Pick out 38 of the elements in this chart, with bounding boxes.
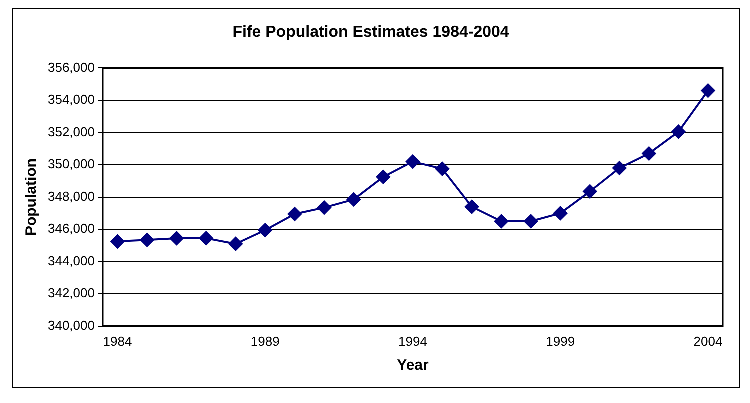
point [524, 214, 538, 229]
y-tick-label: 342,000 [48, 286, 95, 301]
point [258, 223, 272, 238]
point [170, 231, 184, 246]
y-tick-label: 354,000 [48, 92, 95, 108]
x-tick-label: 1994 [398, 334, 428, 349]
y-tick-label: 356,000 [48, 60, 95, 75]
y-tick-label: 344,000 [48, 253, 95, 268]
point [110, 234, 125, 249]
point [672, 124, 686, 139]
point [701, 84, 716, 98]
point [406, 154, 420, 169]
point [554, 206, 568, 220]
y-tick-label: 348,000 [48, 188, 95, 204]
point [494, 214, 509, 229]
point [228, 237, 243, 252]
point [465, 200, 480, 214]
y-tick-label: 352,000 [48, 124, 95, 140]
y-tick-label: 350,000 [48, 156, 95, 172]
x-tick-label: 1999 [546, 334, 576, 349]
x-tick-label: 2004 [694, 334, 723, 349]
y-axis-title: Population [23, 158, 40, 236]
point [436, 162, 450, 176]
y-tick-label: 346,000 [48, 221, 95, 236]
x-tick-label: 1984 [103, 334, 132, 349]
y-tick-label: 340,000 [48, 318, 95, 333]
x-axis-title: Year [397, 357, 430, 374]
point [642, 146, 656, 161]
point [346, 192, 361, 207]
chart-title: Fife Population Estimates 1984-2004 [232, 24, 510, 42]
point [288, 207, 302, 222]
point [317, 200, 332, 215]
x-tick-label: 1989 [250, 334, 280, 349]
point [612, 161, 627, 176]
point [199, 231, 214, 246]
point [140, 233, 154, 248]
point [583, 184, 598, 199]
point [376, 170, 390, 184]
